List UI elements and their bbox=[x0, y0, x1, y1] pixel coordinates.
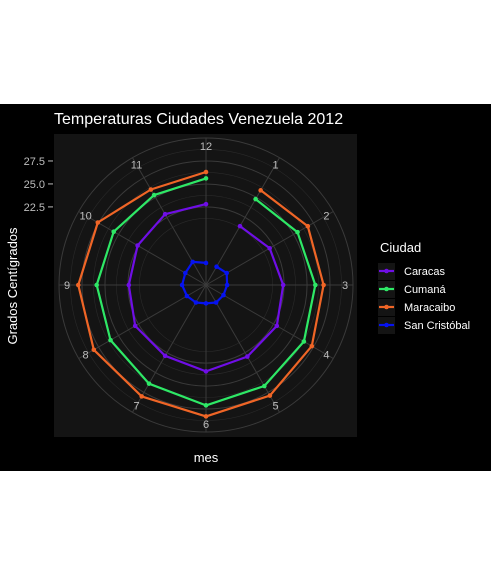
radial-tick-labels: 22.5 25.0 27.5 bbox=[24, 156, 53, 214]
data-point bbox=[280, 282, 286, 288]
y-axis-label: Grados Centígrados bbox=[5, 227, 20, 345]
month-tick-label: 6 bbox=[203, 419, 209, 431]
data-point bbox=[111, 229, 117, 235]
data-point bbox=[245, 354, 250, 359]
month-tick-label: 9 bbox=[64, 280, 70, 292]
month-tick-label: 10 bbox=[79, 211, 91, 223]
data-point bbox=[203, 414, 209, 419]
data-point bbox=[184, 293, 190, 299]
series-line bbox=[77, 170, 325, 418]
polar-grid bbox=[58, 137, 354, 433]
legend-key-point bbox=[384, 268, 389, 274]
data-point bbox=[108, 337, 113, 343]
y-tick-label: 25.0 bbox=[24, 179, 45, 191]
data-point bbox=[213, 300, 219, 305]
legend-key-point bbox=[384, 322, 389, 328]
series-cuman- bbox=[94, 176, 318, 408]
data-point bbox=[148, 187, 154, 192]
data-point bbox=[258, 188, 263, 193]
y-tick-label: 27.5 bbox=[24, 156, 45, 168]
data-point bbox=[224, 270, 229, 276]
data-point bbox=[75, 282, 81, 288]
grid-spoke bbox=[205, 157, 280, 286]
month-tick-label: 12 bbox=[200, 141, 212, 153]
data-point bbox=[94, 282, 99, 288]
legend-label: Caracas bbox=[404, 266, 445, 278]
data-point bbox=[190, 259, 195, 265]
data-point bbox=[179, 282, 185, 288]
data-point bbox=[203, 169, 209, 175]
data-point bbox=[95, 220, 101, 225]
data-point bbox=[203, 301, 209, 306]
data-point bbox=[237, 223, 243, 229]
month-tick-label: 3 bbox=[342, 280, 348, 292]
month-tick-label: 2 bbox=[323, 211, 329, 223]
data-point bbox=[262, 383, 267, 389]
legend-item: Caracas bbox=[378, 263, 445, 280]
y-tick-label: 22.5 bbox=[24, 202, 45, 214]
data-point bbox=[203, 176, 209, 181]
data-point bbox=[162, 211, 168, 217]
data-point bbox=[321, 282, 326, 288]
data-point bbox=[151, 192, 157, 198]
month-tick-label: 4 bbox=[323, 350, 329, 362]
data-point bbox=[146, 381, 152, 386]
data-point bbox=[203, 403, 209, 408]
grid-spoke bbox=[78, 284, 207, 359]
data-point bbox=[183, 270, 188, 276]
data-point bbox=[214, 264, 219, 269]
series-caracas bbox=[126, 201, 286, 374]
data-point bbox=[295, 229, 300, 235]
series-maracaibo bbox=[75, 169, 326, 419]
legend-label: San Cristóbal bbox=[404, 320, 470, 332]
data-point bbox=[203, 260, 209, 266]
data-point bbox=[193, 300, 199, 305]
month-tick-label: 7 bbox=[133, 400, 139, 412]
data-point bbox=[305, 223, 311, 229]
legend-item: Maracaibo bbox=[378, 299, 455, 316]
legend: Ciudad Caracas Cumaná Maracaibo San Cristób… bbox=[378, 240, 470, 334]
data-point bbox=[203, 201, 209, 207]
data-point bbox=[203, 369, 209, 374]
data-point bbox=[132, 323, 138, 329]
data-point bbox=[139, 394, 144, 399]
data-point bbox=[309, 343, 315, 349]
data-point bbox=[267, 393, 273, 398]
series-line bbox=[127, 203, 285, 373]
legend-title: Ciudad bbox=[380, 240, 421, 255]
data-point bbox=[267, 245, 272, 251]
series-group bbox=[75, 169, 326, 419]
grid-spoke bbox=[132, 284, 207, 413]
data-point bbox=[221, 292, 226, 298]
legend-label: Maracaibo bbox=[404, 302, 455, 314]
series-san-crist-bal bbox=[179, 259, 230, 306]
data-point bbox=[313, 282, 318, 288]
month-tick-label: 8 bbox=[83, 350, 89, 362]
data-point bbox=[253, 196, 258, 202]
legend-label: Cumaná bbox=[404, 284, 446, 296]
month-tick-label: 5 bbox=[272, 400, 278, 412]
data-point bbox=[135, 243, 140, 248]
month-tick-label: 1 bbox=[272, 160, 278, 172]
legend-item: Cumaná bbox=[378, 281, 446, 298]
grid-spoke bbox=[205, 284, 280, 413]
data-point bbox=[224, 282, 230, 288]
data-point bbox=[126, 282, 132, 288]
series-line bbox=[95, 177, 317, 407]
data-point bbox=[162, 353, 168, 359]
legend-key-point bbox=[384, 286, 389, 292]
legend-key-point bbox=[384, 304, 389, 310]
data-point bbox=[301, 339, 307, 344]
data-point bbox=[274, 323, 280, 329]
month-tick-label: 11 bbox=[131, 160, 142, 172]
legend-items: Caracas Cumaná Maracaibo San Cristóbal bbox=[378, 263, 470, 334]
x-axis-label: mes bbox=[194, 450, 219, 465]
legend-item: San Cristóbal bbox=[378, 317, 470, 334]
data-point bbox=[91, 347, 97, 353]
chart-title: Temperaturas Ciudades Venezuela 2012 bbox=[54, 111, 343, 128]
